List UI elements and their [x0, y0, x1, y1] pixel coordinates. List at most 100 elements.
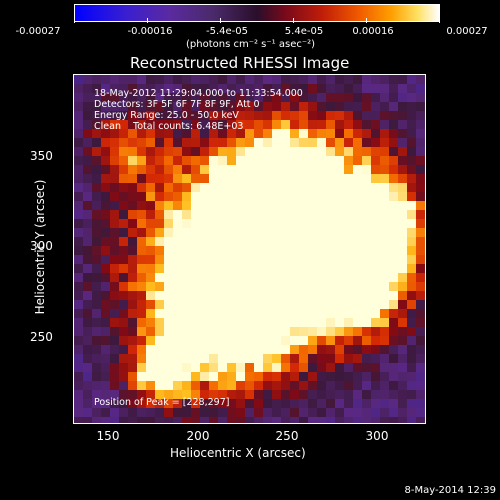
heatmap-pixel [344, 246, 353, 255]
heatmap-pixel [218, 309, 227, 318]
heatmap-pixel [380, 75, 389, 84]
heatmap-pixel [110, 318, 119, 327]
heatmap-pixel [353, 354, 362, 363]
heatmap-pixel [407, 219, 416, 228]
heatmap-pixel [119, 336, 128, 345]
heatmap-pixel [326, 228, 335, 237]
heatmap-pixel [380, 201, 389, 210]
heatmap-pixel [389, 399, 398, 408]
heatmap-pixel [335, 282, 344, 291]
heatmap-pixel [371, 327, 380, 336]
heatmap-pixel [173, 174, 182, 183]
heatmap-pixel [290, 237, 299, 246]
heatmap-pixel [344, 291, 353, 300]
heatmap-pixel [254, 102, 263, 111]
heatmap-pixel [101, 282, 110, 291]
heatmap-pixel [380, 84, 389, 93]
heatmap-pixel [281, 363, 290, 372]
heatmap-pixel [164, 255, 173, 264]
heatmap-pixel [317, 291, 326, 300]
heatmap-pixel [245, 408, 254, 417]
heatmap-pixel [371, 246, 380, 255]
heatmap-pixel [191, 273, 200, 282]
heatmap-pixel [389, 255, 398, 264]
heatmap-pixel [200, 147, 209, 156]
heatmap-pixel [254, 84, 263, 93]
heatmap-pixel [389, 165, 398, 174]
heatmap-pixel [317, 111, 326, 120]
heatmap-pixel [371, 93, 380, 102]
heatmap-pixel [389, 129, 398, 138]
heatmap-pixel [209, 138, 218, 147]
heatmap-pixel [335, 147, 344, 156]
heatmap-pixel [119, 111, 128, 120]
heatmap-pixel [308, 156, 317, 165]
heatmap-pixel [173, 345, 182, 354]
heatmap-pixel [254, 75, 263, 84]
heatmap-pixel [362, 318, 371, 327]
heatmap-pixel [290, 174, 299, 183]
heatmap-pixel [110, 417, 119, 423]
heatmap-pixel [227, 318, 236, 327]
heatmap-pixel [326, 309, 335, 318]
heatmap-pixel [155, 300, 164, 309]
heatmap-pixel [317, 228, 326, 237]
heatmap-pixel [407, 390, 416, 399]
heatmap-pixel [353, 318, 362, 327]
heatmap-pixel [353, 75, 362, 84]
heatmap-pixel [137, 84, 146, 93]
heatmap-pixel [326, 129, 335, 138]
heatmap-pixel [200, 102, 209, 111]
heatmap-pixel [209, 93, 218, 102]
heatmap-pixel [92, 390, 101, 399]
heatmap-pixel [344, 309, 353, 318]
heatmap-pixel [254, 156, 263, 165]
heatmap-pixel [335, 318, 344, 327]
heatmap-pixel [110, 138, 119, 147]
heatmap-pixel [371, 138, 380, 147]
heatmap-pixel [137, 291, 146, 300]
heatmap-pixel [218, 174, 227, 183]
heatmap-pixel [326, 417, 335, 423]
heatmap-pixel [326, 381, 335, 390]
heatmap-pixel [308, 399, 317, 408]
heatmap-pixel [416, 75, 425, 84]
heatmap-pixel [209, 399, 218, 408]
heatmap-pixel [317, 192, 326, 201]
heatmap-pixel [110, 174, 119, 183]
heatmap-pixel [272, 156, 281, 165]
heatmap-pixel [416, 165, 425, 174]
heatmap-pixel [137, 192, 146, 201]
heatmap-pixel [92, 291, 101, 300]
heatmap-pixel [407, 192, 416, 201]
heatmap-pixel [362, 165, 371, 174]
heatmap-pixel [353, 120, 362, 129]
heatmap-pixel [83, 345, 92, 354]
heatmap-pixel [362, 372, 371, 381]
heatmap-pixel [281, 255, 290, 264]
heatmap-pixel [263, 291, 272, 300]
heatmap-pixel [263, 354, 272, 363]
heatmap-pixel [110, 156, 119, 165]
x-tick-label: 200 [186, 429, 210, 443]
heatmap-pixel [254, 354, 263, 363]
heatmap-pixel [83, 300, 92, 309]
heatmap-pixel [164, 210, 173, 219]
heatmap-pixel [344, 138, 353, 147]
heatmap-pixel [326, 354, 335, 363]
heatmap-pixel [110, 147, 119, 156]
heatmap-pixel [92, 174, 101, 183]
heatmap-pixel [317, 282, 326, 291]
heatmap-pixel [290, 354, 299, 363]
heatmap-pixel [416, 291, 425, 300]
heatmap-pixel [281, 345, 290, 354]
heatmap-pixel [137, 408, 146, 417]
heatmap-pixel [164, 408, 173, 417]
heatmap-pixel [281, 309, 290, 318]
heatmap-pixel [371, 399, 380, 408]
heatmap-pixel [344, 120, 353, 129]
heatmap-pixel [272, 228, 281, 237]
heatmap-pixel [344, 219, 353, 228]
heatmap-pixel [173, 183, 182, 192]
heatmap-pixel [128, 408, 137, 417]
